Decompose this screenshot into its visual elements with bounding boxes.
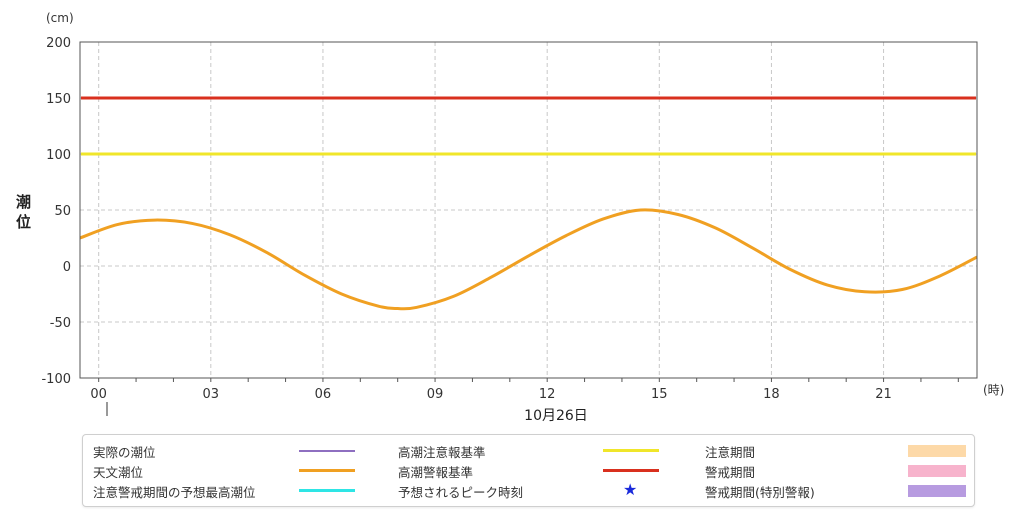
x-tick-label: 03 — [203, 387, 220, 402]
legend-box-swatch — [908, 485, 966, 497]
x-tick-label: 09 — [427, 387, 444, 402]
y-tick-label: 200 — [46, 36, 71, 51]
x-tick-label: 18 — [763, 387, 780, 402]
legend-box-swatch — [908, 465, 966, 477]
y-tick-label: -50 — [50, 316, 71, 331]
plot-frame — [79, 41, 978, 379]
y-tick-label: 0 — [63, 260, 71, 275]
legend-label: 注意警戒期間の予想最高潮位 — [93, 485, 256, 500]
series-line — [79, 208, 978, 311]
y-unit-label: (cm) — [46, 11, 74, 25]
legend-line-swatch — [603, 469, 659, 472]
legend-label: 警戒期間 — [705, 465, 756, 480]
legend-line-swatch — [299, 469, 355, 472]
y-tick-labels: 200 150 100 50 0 -50 -100 — [41, 36, 71, 387]
star-icon: ★ — [623, 480, 638, 499]
x-tick-label: 12 — [539, 387, 556, 402]
legend-box-swatch — [908, 445, 966, 457]
y-axis-label-2: 位 — [16, 213, 31, 231]
tide-chart: 200 150 100 50 0 -50 -100 00 03 06 09 12 15 18 21 (cm… — [16, 11, 1004, 424]
legend-label: 予想されるピーク時刻 — [398, 485, 524, 500]
legend-label: 警戒期間(特別警報) — [705, 485, 815, 500]
grid-lines — [80, 42, 977, 378]
y-axis-label-1: 潮 — [16, 193, 31, 211]
x-tick-label: 00 — [90, 387, 107, 402]
y-tick-label: -100 — [41, 372, 71, 387]
x-unit-label: (時) — [983, 383, 1004, 397]
legend-label: 実際の潮位 — [93, 445, 156, 460]
x-tick-label: 06 — [315, 387, 332, 402]
y-tick-label: 100 — [46, 148, 71, 163]
date-label: 10月26日 — [524, 408, 588, 424]
legend-label: 天文潮位 — [93, 465, 144, 480]
threshold-lines — [81, 96, 976, 156]
series-lines — [79, 208, 978, 311]
legend-label: 高潮注意報基準 — [398, 445, 486, 460]
x-tick-labels: 00 03 06 09 12 15 18 21 — [90, 387, 891, 402]
legend: 実際の潮位天文潮位注意警戒期間の予想最高潮位 高潮注意報基準 高潮警報基準予想される… — [82, 434, 975, 507]
x-tick-label: 21 — [875, 387, 892, 402]
y-tick-label: 50 — [54, 204, 71, 219]
x-tick-marks — [98, 378, 959, 382]
y-tick-label: 150 — [46, 92, 71, 107]
legend-line-swatch — [603, 449, 659, 452]
legend-line-swatch — [299, 489, 355, 492]
x-tick-label: 15 — [651, 387, 668, 402]
legend-line-swatch — [299, 450, 355, 452]
legend-label: 高潮警報基準 — [398, 465, 474, 480]
legend-label: 注意期間 — [705, 445, 756, 460]
